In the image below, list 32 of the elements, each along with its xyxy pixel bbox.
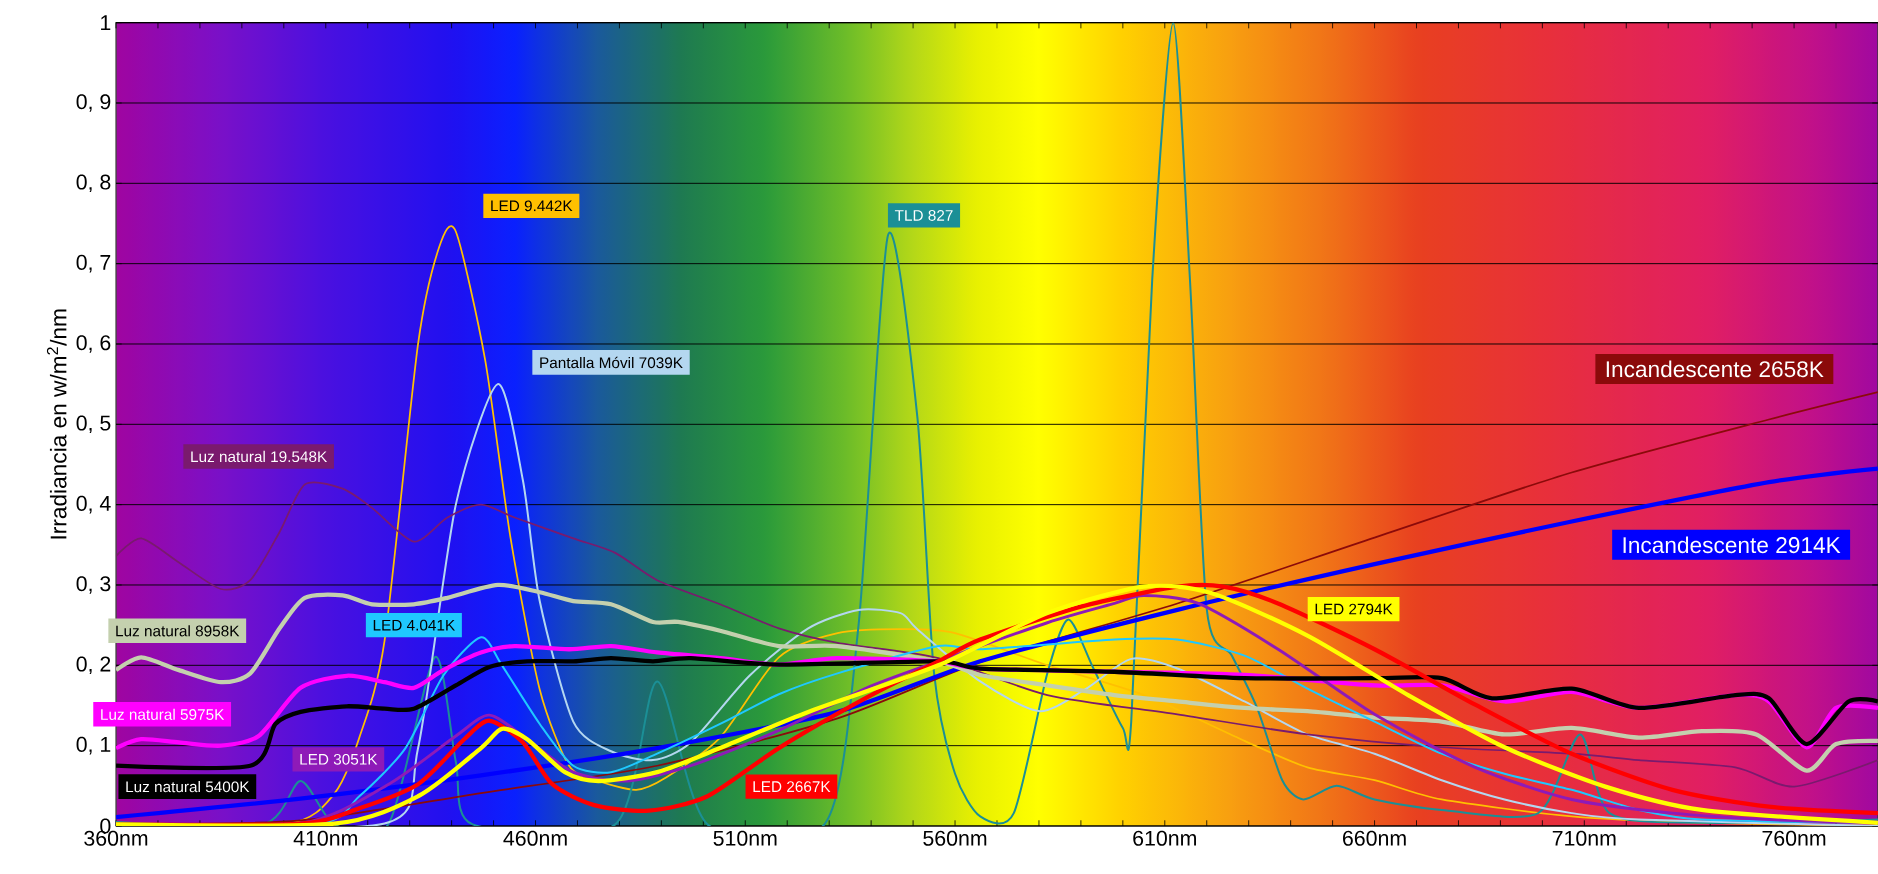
y-tick-label: 0, 3 [76,576,111,594]
series-label: Luz natural 5400K [126,781,250,793]
y-tick-label: 0, 7 [76,254,111,273]
series-label: LED 3051K [300,753,378,765]
series-label: LED 4.041K [373,619,456,631]
text: LED 9.442K [491,200,573,212]
x-tick-label: 560nm [923,830,987,846]
y-tick-label: 0, 2 [76,656,111,675]
y-axis-title: Irradiancia en w/m$^{2}$/nm [46,309,67,539]
text: Pantalla Móvil 7039K [540,356,683,369]
y-tick-label: 0, 4 [76,495,111,514]
x-tick-label: 460nm [503,830,567,846]
x-tick-label: 760nm [1762,830,1826,846]
y-tick-label: 1 [101,15,111,30]
series-label: Incandescente 2914K [1623,536,1841,554]
series-label: Luz natural 8958K [116,625,240,637]
y-tick-label: 0, 6 [76,335,111,353]
x-tick-label: 410nm [293,830,357,846]
series-label: LED 2667K [753,781,831,793]
series-label: Luz natural 19.548K [191,450,328,463]
x-tick-label: 660nm [1343,830,1406,846]
x-tick-label: 510nm [713,830,777,846]
series-label: Incandescente 2658K [1606,360,1824,378]
x-tick-label: 710nm [1552,830,1616,846]
x-tick-label: 610nm [1133,830,1196,846]
series-label: TLD 827 [894,210,953,221]
y-tick-label: 0, 9 [76,94,111,112]
y-tick-label: 0, 8 [76,174,111,193]
series-label: Luz natural 5975K [101,708,225,720]
y-tick-label: 0, 5 [76,415,111,434]
series-label: LED 2794K [1315,603,1393,615]
y-tick-label: 0, 1 [76,736,111,755]
